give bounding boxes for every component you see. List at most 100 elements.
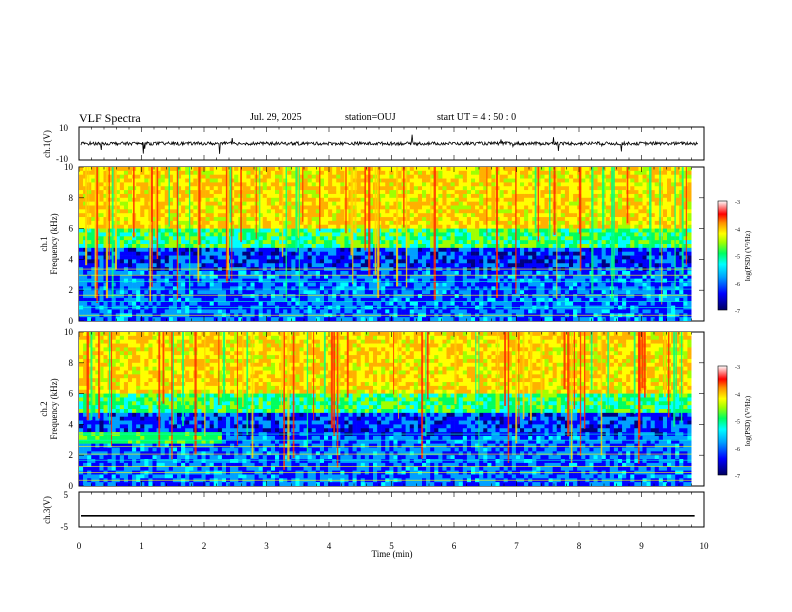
spectrogram-cell bbox=[201, 259, 206, 264]
spectrogram-cell bbox=[156, 255, 161, 260]
spectrogram-cell bbox=[458, 182, 464, 187]
spectrogram-cell bbox=[401, 240, 406, 245]
spectrogram-cell bbox=[332, 201, 337, 206]
spectrogram-cell bbox=[471, 228, 476, 233]
spectrogram-cell bbox=[156, 240, 161, 245]
spectrogram-cell bbox=[254, 301, 259, 306]
spectrogram-cell bbox=[226, 278, 231, 283]
spectrogram-cell bbox=[544, 205, 549, 210]
spectrogram-cell bbox=[475, 201, 480, 206]
spectrogram-cell bbox=[307, 174, 313, 179]
spectrogram-cell bbox=[140, 301, 145, 306]
spectrogram-cell bbox=[319, 317, 325, 321]
spectrogram-cell bbox=[79, 244, 84, 249]
spectrogram-cell bbox=[356, 224, 362, 229]
spectrogram-cell bbox=[315, 170, 321, 175]
spectrogram-cell bbox=[279, 228, 284, 233]
spectrogram-cell bbox=[491, 251, 496, 256]
spectrogram-cell bbox=[585, 274, 590, 279]
spectrogram-cell bbox=[511, 217, 517, 222]
spectrogram-cell bbox=[160, 186, 166, 191]
spectrogram-cell bbox=[471, 190, 476, 195]
spectrogram-cell bbox=[389, 213, 394, 218]
spectrogram-cell bbox=[503, 247, 509, 252]
spectrogram-cell bbox=[356, 240, 362, 245]
spectrogram-cell bbox=[520, 294, 525, 299]
spectrogram-cell bbox=[368, 282, 374, 287]
spectrogram-cell bbox=[446, 317, 451, 321]
spectrogram-cell bbox=[213, 170, 219, 175]
spectrogram-cell bbox=[556, 294, 562, 299]
spectrogram-cell bbox=[311, 255, 317, 260]
spectrogram-cell bbox=[123, 228, 129, 233]
spectrogram-cell bbox=[234, 317, 239, 321]
spectrogram-cell bbox=[315, 263, 321, 268]
spectrogram-cell bbox=[381, 178, 386, 183]
spectrogram-cell bbox=[532, 259, 537, 264]
spectrogram-cell bbox=[577, 290, 582, 295]
spectrogram-cell bbox=[209, 186, 215, 191]
spectrogram-cell bbox=[144, 197, 149, 202]
spectrogram-cell bbox=[573, 197, 578, 202]
spectrogram-cell bbox=[417, 217, 423, 222]
spectrogram-cell bbox=[132, 290, 137, 295]
spectrogram-cell bbox=[466, 274, 472, 279]
spectrogram-cell bbox=[520, 190, 525, 195]
spectrogram-cell bbox=[507, 301, 513, 306]
spectrogram-cell bbox=[426, 247, 431, 252]
spectrogram-cell bbox=[540, 270, 545, 276]
spectrogram-cell bbox=[360, 297, 366, 303]
spectrogram-cell bbox=[413, 263, 419, 268]
spectrogram-cell bbox=[160, 255, 166, 260]
spectrogram-cell bbox=[544, 186, 549, 191]
spectrogram-cell bbox=[299, 205, 304, 210]
spectrogram-cell bbox=[144, 244, 149, 249]
spectrogram-cell bbox=[79, 174, 84, 179]
spectrogram-cell bbox=[87, 247, 92, 252]
spectrogram-cell bbox=[221, 232, 227, 237]
spectrogram-cell bbox=[405, 244, 411, 249]
spectrogram-cell bbox=[160, 278, 166, 283]
spectrogram-cell bbox=[303, 278, 308, 283]
spectrogram-cell bbox=[250, 282, 255, 287]
spectrogram-cell bbox=[336, 217, 341, 222]
spectrogram-cell bbox=[87, 170, 92, 175]
spectrogram-cell bbox=[315, 213, 321, 218]
spectrogram-cell bbox=[242, 190, 247, 195]
spectrogram-cell bbox=[434, 251, 439, 256]
spectrogram-cell bbox=[434, 232, 439, 237]
spectrogram-cell bbox=[520, 197, 525, 202]
spectrogram-cell bbox=[111, 294, 117, 299]
spectrogram-cell bbox=[185, 228, 190, 233]
spectrogram-cell bbox=[479, 178, 484, 183]
spectrogram-cell bbox=[515, 290, 521, 295]
spectrogram-cell bbox=[540, 213, 545, 218]
spectrogram-cell bbox=[569, 201, 574, 206]
spectrogram-cell bbox=[205, 174, 210, 179]
spectrogram-cell bbox=[536, 244, 541, 249]
spectrogram-cell bbox=[503, 220, 509, 226]
spectrogram-cell bbox=[364, 278, 370, 283]
spectrogram-cell bbox=[548, 317, 553, 321]
spectrogram-cell bbox=[258, 167, 264, 172]
spectrogram-cell bbox=[172, 247, 178, 252]
spectrogram-cell bbox=[356, 282, 362, 287]
spectrogram-cell bbox=[356, 294, 362, 299]
spectrogram-cell bbox=[401, 236, 406, 241]
spectrogram-cell bbox=[581, 255, 586, 260]
spectrogram-cell bbox=[466, 174, 472, 179]
spectrogram-cell bbox=[507, 182, 513, 187]
spectrogram-cell bbox=[511, 197, 517, 202]
spectrogram-cell bbox=[234, 286, 239, 291]
spectrogram-cell bbox=[585, 240, 590, 245]
spectrogram-cell bbox=[495, 297, 500, 303]
spectrogram-cell bbox=[279, 178, 284, 183]
spectrogram-cell bbox=[446, 251, 451, 256]
spectrogram-cell bbox=[368, 232, 374, 237]
spectrogram-cell bbox=[152, 201, 157, 206]
spectrogram-cell bbox=[324, 244, 329, 249]
spectrogram-cell bbox=[405, 278, 411, 283]
spectrogram-cell bbox=[507, 178, 513, 183]
spectrogram-cell bbox=[368, 274, 374, 279]
spectrogram-cell bbox=[311, 259, 317, 264]
